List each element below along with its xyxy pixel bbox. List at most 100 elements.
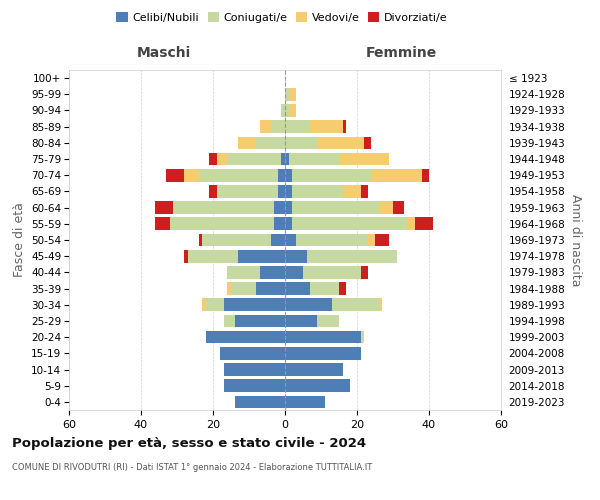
- Bar: [317, 314, 339, 328]
- Bar: [296, 234, 368, 246]
- Bar: [292, 169, 371, 181]
- Bar: [285, 282, 310, 295]
- Bar: [371, 169, 422, 181]
- Bar: [256, 282, 285, 295]
- Bar: [285, 218, 292, 230]
- Bar: [285, 298, 332, 311]
- Bar: [278, 169, 285, 181]
- Bar: [364, 136, 371, 149]
- Bar: [285, 380, 350, 392]
- Bar: [361, 331, 364, 344]
- Bar: [379, 202, 393, 214]
- Bar: [188, 250, 238, 262]
- Bar: [224, 298, 285, 311]
- Bar: [285, 120, 310, 133]
- Bar: [343, 185, 361, 198]
- Bar: [332, 298, 379, 311]
- Bar: [393, 202, 404, 214]
- Bar: [343, 120, 346, 133]
- Bar: [184, 250, 188, 262]
- Bar: [375, 234, 389, 246]
- Bar: [281, 104, 285, 117]
- Bar: [289, 104, 296, 117]
- Bar: [274, 202, 285, 214]
- Bar: [235, 314, 285, 328]
- Bar: [209, 152, 217, 166]
- Bar: [224, 380, 285, 392]
- Bar: [202, 298, 206, 311]
- Bar: [292, 218, 407, 230]
- Legend: Celibi/Nubili, Coniugati/e, Vedovi/e, Divorziati/e: Celibi/Nubili, Coniugati/e, Vedovi/e, Di…: [112, 8, 452, 28]
- Bar: [339, 282, 346, 295]
- Bar: [155, 218, 170, 230]
- Bar: [155, 202, 173, 214]
- Bar: [271, 120, 285, 133]
- Bar: [285, 104, 289, 117]
- Bar: [317, 136, 364, 149]
- Bar: [227, 266, 260, 278]
- Y-axis label: Anni di nascita: Anni di nascita: [569, 194, 582, 286]
- Bar: [285, 234, 296, 246]
- Bar: [220, 347, 285, 360]
- Bar: [285, 314, 317, 328]
- Text: Femmine: Femmine: [366, 46, 437, 60]
- Bar: [206, 331, 285, 344]
- Bar: [307, 250, 397, 262]
- Bar: [271, 234, 285, 246]
- Bar: [278, 185, 285, 198]
- Bar: [238, 136, 256, 149]
- Bar: [285, 202, 292, 214]
- Bar: [285, 363, 343, 376]
- Bar: [256, 136, 285, 149]
- Bar: [285, 185, 292, 198]
- Bar: [407, 218, 415, 230]
- Bar: [217, 152, 227, 166]
- Bar: [238, 250, 285, 262]
- Text: COMUNE DI RIVODUTRI (RI) - Dati ISTAT 1° gennaio 2024 - Elaborazione TUTTITALIA.: COMUNE DI RIVODUTRI (RI) - Dati ISTAT 1°…: [12, 462, 372, 471]
- Bar: [217, 185, 278, 198]
- Bar: [166, 169, 184, 181]
- Bar: [285, 169, 292, 181]
- Bar: [361, 266, 368, 278]
- Bar: [415, 218, 433, 230]
- Bar: [227, 282, 231, 295]
- Bar: [289, 152, 339, 166]
- Bar: [227, 152, 281, 166]
- Bar: [285, 396, 325, 408]
- Bar: [199, 169, 278, 181]
- Bar: [224, 314, 235, 328]
- Bar: [292, 185, 343, 198]
- Bar: [184, 169, 199, 181]
- Y-axis label: Fasce di età: Fasce di età: [13, 202, 26, 278]
- Bar: [285, 136, 317, 149]
- Bar: [173, 202, 274, 214]
- Bar: [224, 363, 285, 376]
- Bar: [303, 266, 361, 278]
- Text: Popolazione per età, sesso e stato civile - 2024: Popolazione per età, sesso e stato civil…: [12, 438, 366, 450]
- Bar: [368, 234, 375, 246]
- Bar: [422, 169, 429, 181]
- Bar: [170, 218, 274, 230]
- Bar: [292, 202, 379, 214]
- Bar: [231, 282, 256, 295]
- Bar: [285, 331, 361, 344]
- Bar: [235, 396, 285, 408]
- Bar: [361, 185, 368, 198]
- Bar: [206, 298, 224, 311]
- Bar: [285, 250, 307, 262]
- Bar: [310, 282, 339, 295]
- Bar: [310, 120, 343, 133]
- Bar: [199, 234, 202, 246]
- Bar: [281, 152, 285, 166]
- Bar: [285, 152, 289, 166]
- Text: Maschi: Maschi: [137, 46, 191, 60]
- Bar: [202, 234, 271, 246]
- Bar: [339, 152, 389, 166]
- Bar: [289, 88, 296, 101]
- Bar: [285, 88, 289, 101]
- Bar: [260, 266, 285, 278]
- Bar: [260, 120, 271, 133]
- Bar: [209, 185, 217, 198]
- Bar: [274, 218, 285, 230]
- Bar: [285, 347, 361, 360]
